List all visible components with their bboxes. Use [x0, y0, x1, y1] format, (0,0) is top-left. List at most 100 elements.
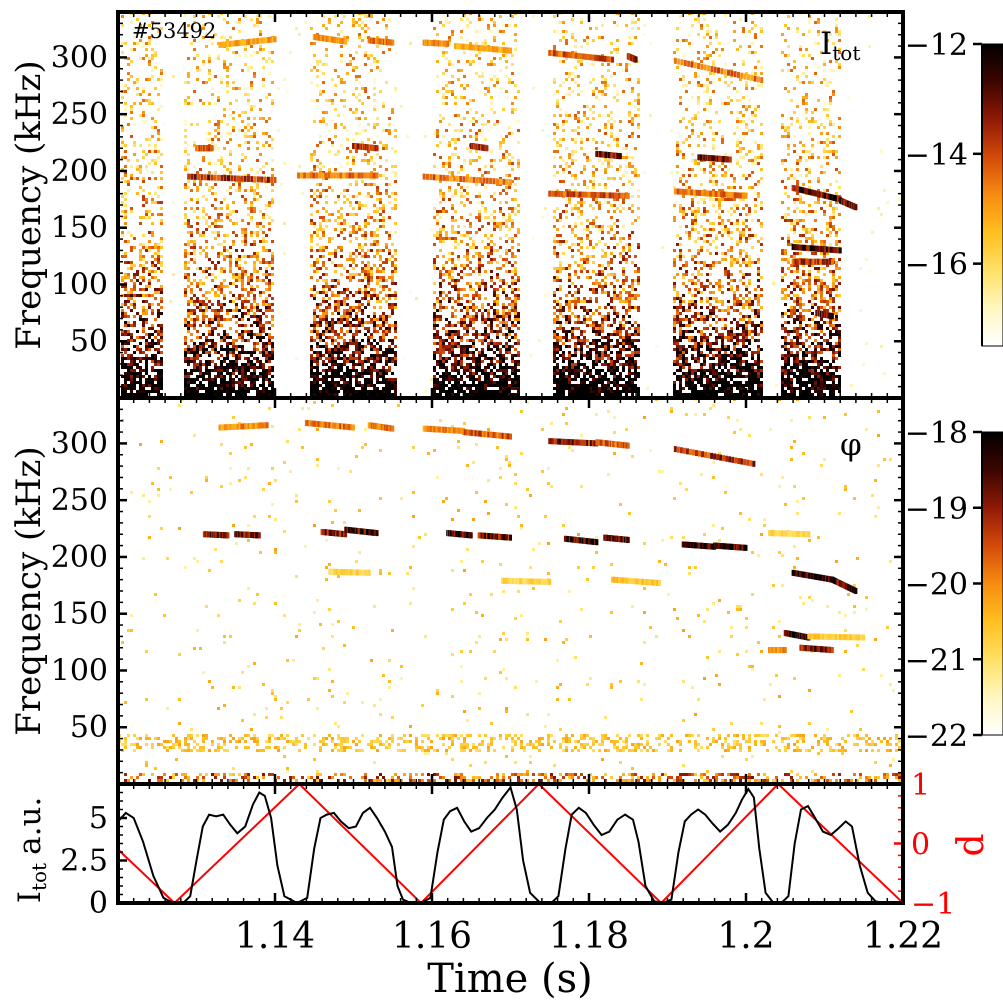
mode-track-cell	[315, 172, 319, 179]
mode-track-cell	[489, 431, 493, 438]
mode-track-cell	[806, 188, 810, 195]
traces-left-y-label: Itot a.u.	[12, 797, 51, 904]
mode-track-cell	[502, 47, 506, 54]
mode-track-cell	[559, 438, 563, 445]
mode-track-cell	[829, 246, 833, 253]
mode-track-cell	[652, 579, 656, 586]
mode-track-cell	[360, 172, 364, 179]
mode-track-cell	[566, 439, 570, 446]
mode-track-cell	[469, 532, 473, 539]
mode-track-cell	[330, 422, 334, 429]
mode-track-cell	[252, 38, 256, 45]
mode-track-cell	[345, 172, 349, 179]
mode-track-cell	[593, 191, 597, 198]
mode-track-cell	[569, 52, 573, 59]
mode-track-cell	[595, 539, 599, 546]
mode-track-cell	[818, 245, 822, 252]
mode-track-cell	[616, 577, 620, 584]
mode-track-cell	[442, 426, 446, 433]
mode-track-cell	[550, 438, 554, 445]
mode-track-cell	[250, 38, 254, 45]
mode-track-cell	[819, 633, 823, 640]
mode-track-cell	[231, 40, 235, 47]
mode-track-cell	[535, 578, 539, 585]
mode-track-cell	[459, 176, 463, 183]
mode-track-cell	[768, 530, 772, 537]
mode-track-cell	[344, 531, 348, 538]
mode-track-cell	[792, 530, 796, 537]
mode-track-cell	[270, 176, 274, 183]
mode-track-cell	[505, 179, 509, 186]
mode-track-cell	[328, 422, 332, 429]
mode-track-cell	[335, 422, 339, 429]
mode-track-cell	[346, 423, 350, 430]
mode-track-cell	[744, 192, 748, 199]
mode-track-cell	[530, 578, 534, 585]
mode-track-cell	[853, 634, 857, 641]
mode-track-cell	[828, 633, 832, 640]
colorbar-tick-label: −22	[905, 719, 968, 754]
mode-track-cell	[805, 531, 809, 538]
itot-mode-tracks	[187, 33, 858, 320]
mode-track-cell	[829, 258, 833, 265]
mode-track-cell	[811, 189, 815, 196]
mode-track-cell	[803, 258, 807, 265]
mode-track-cell	[805, 258, 809, 265]
mode-track-cell	[229, 423, 233, 430]
mode-track-cell	[230, 175, 234, 182]
mode-track-cell	[590, 191, 594, 198]
mode-track-cell	[357, 172, 361, 179]
mode-track-cell	[717, 191, 721, 198]
mode-track-cell	[521, 578, 525, 585]
mode-track-cell	[777, 530, 781, 537]
mode-track-cell	[303, 172, 307, 179]
mode-track-cell	[818, 191, 822, 198]
mode-track-cell	[801, 531, 805, 538]
mode-track-cell	[323, 421, 327, 428]
mode-track-cell	[581, 191, 585, 198]
mode-track-cell	[436, 426, 440, 433]
mode-track-cell	[267, 36, 271, 43]
mode-track-cell	[684, 189, 688, 196]
mode-track-cell	[713, 66, 717, 73]
mode-track-cell	[555, 50, 559, 57]
mode-track-cell	[342, 172, 346, 179]
mode-track-cell	[487, 45, 491, 52]
colorbar-tick-label: −14	[905, 138, 968, 173]
mode-track-cell	[443, 426, 447, 433]
mode-track-cell	[569, 191, 573, 198]
mode-track-cell	[324, 421, 328, 428]
mode-track-cell	[254, 422, 258, 429]
mode-track-cell	[485, 45, 489, 52]
mode-track-cell	[498, 432, 502, 439]
itot-panel-label-sub: tot	[832, 41, 860, 65]
mode-track-cell	[439, 174, 443, 181]
mode-track-cell	[649, 579, 653, 586]
mode-track-cell	[826, 258, 830, 265]
plot-frame	[116, 10, 905, 905]
mode-track-cell	[786, 530, 790, 537]
mode-track-cell	[432, 174, 436, 181]
mode-track-cell	[528, 578, 532, 585]
mode-track-cell	[808, 572, 812, 579]
mode-track-cell	[502, 577, 506, 584]
mode-track-cell	[739, 192, 743, 199]
mode-track-cell	[811, 258, 815, 265]
mode-track-cell	[478, 430, 482, 437]
mode-track-cell	[318, 172, 322, 179]
mode-track-cell	[690, 61, 694, 68]
mode-track-cell	[434, 426, 438, 433]
mode-track-cell	[824, 575, 828, 582]
mode-track-cell	[862, 634, 866, 641]
mode-track-cell	[774, 530, 778, 537]
mode-track-cell	[253, 176, 257, 183]
mode-track-cell	[707, 452, 711, 459]
mode-track-cell	[650, 579, 654, 586]
mode-track-cell	[602, 192, 606, 199]
mode-track-cell	[783, 530, 787, 537]
mode-track-cell	[599, 192, 603, 199]
mode-track-cell	[617, 192, 621, 199]
mode-track-cell	[806, 572, 810, 579]
mode-track-cell	[725, 455, 729, 462]
mode-track-cell	[791, 184, 795, 191]
